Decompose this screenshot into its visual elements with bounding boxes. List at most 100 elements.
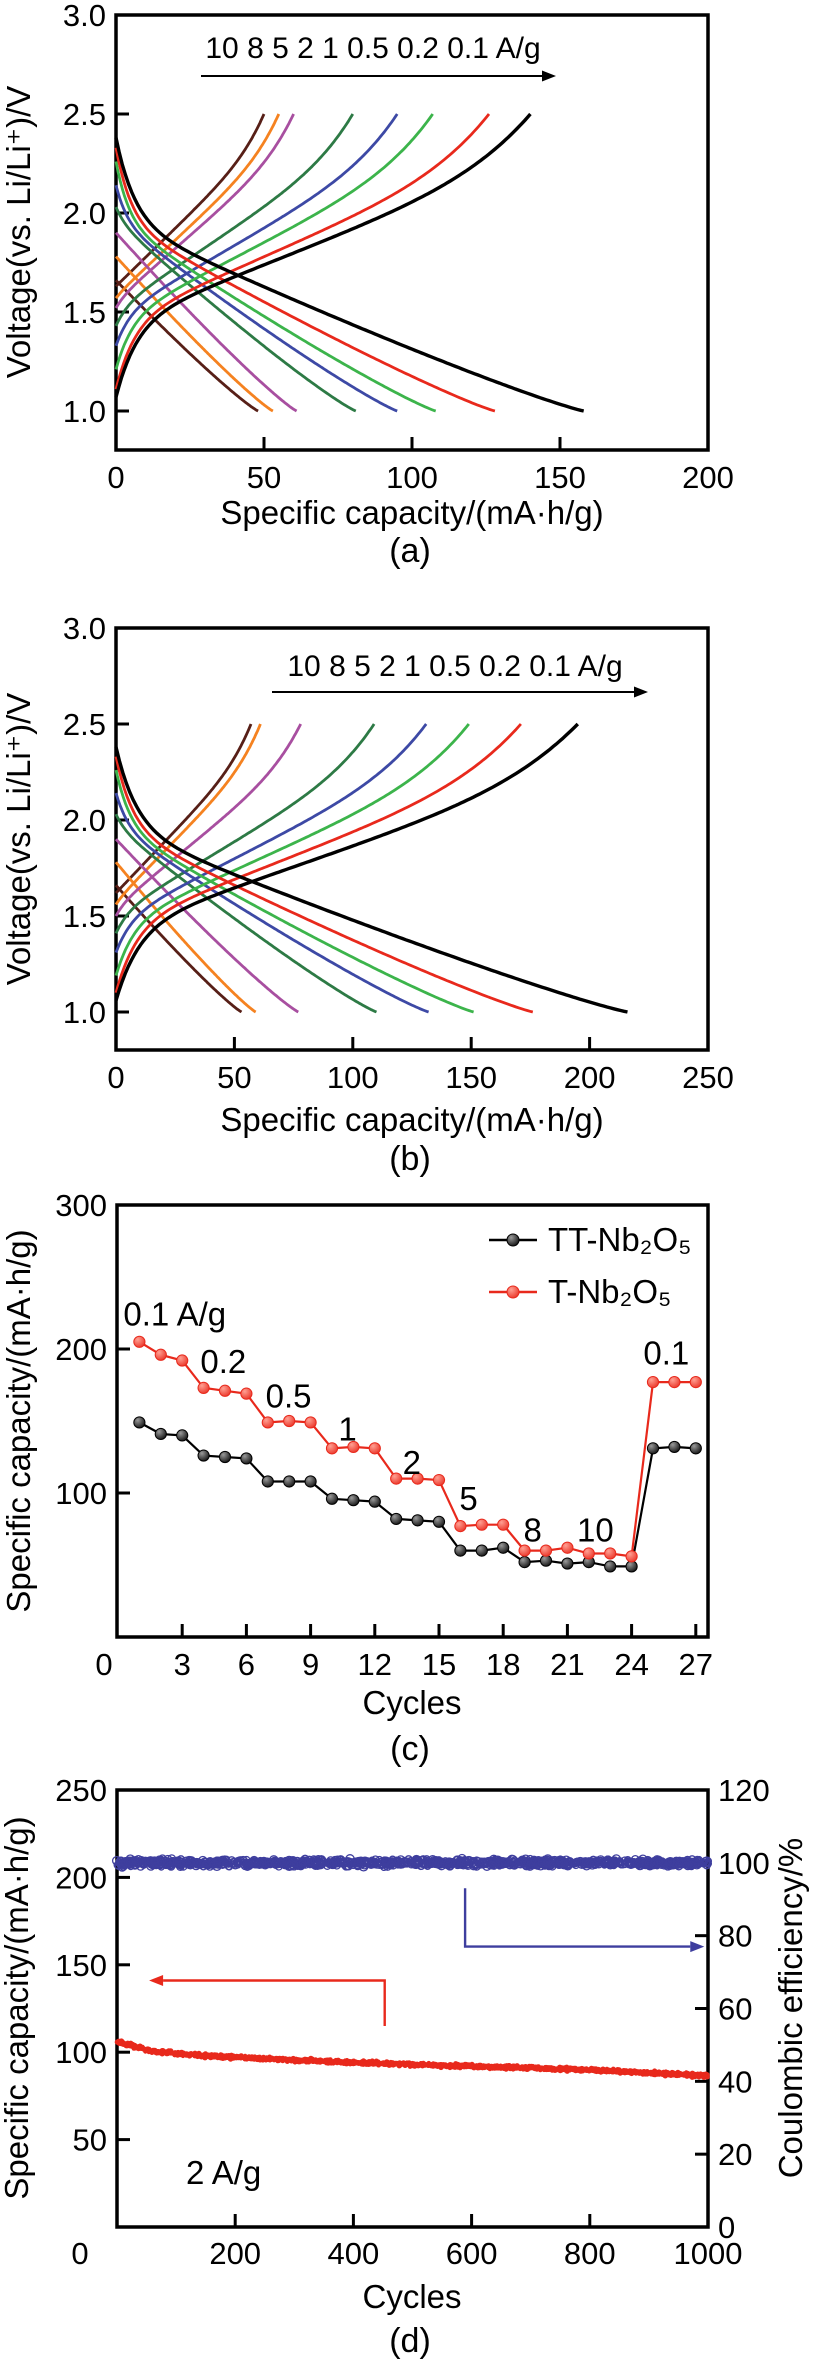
panel-c-caption: (c): [390, 1730, 430, 1768]
discharge-curve-10: [114, 279, 259, 413]
marker-tt: [154, 1427, 167, 1441]
capacity-point: [353, 2060, 358, 2066]
capacity-point: [438, 2062, 444, 2069]
marker-t: [240, 1387, 253, 1400]
legend-marker: [506, 1233, 520, 1247]
capacity-point: [664, 2070, 671, 2076]
y-tick-left-label: 250: [55, 1773, 107, 1808]
marker-t: [197, 1381, 210, 1394]
charge-curve-8: [114, 723, 262, 906]
callout-arrow-head: [149, 1975, 164, 1987]
y-tick-label: 1.0: [63, 394, 106, 429]
panel-a: 3.0 2.5 2.0 1.5 1.00 50 100 150 200 10 8 5 2 1 0…: [0, 0, 734, 570]
charge-curve-10: [114, 723, 253, 894]
panel-b-xlabel: Specific capacity/(mA·h/g): [220, 1101, 603, 1138]
efficiency-point: [477, 1859, 488, 1869]
efficiency-point: [265, 1860, 273, 1868]
marker-tt: [390, 1512, 403, 1526]
x-tick-label: 0: [71, 2236, 88, 2271]
discharge-curve-5: [114, 231, 298, 413]
discharge-curve-8: [114, 255, 274, 413]
efficiency-point: [497, 1859, 507, 1869]
x-tick-label: 150: [534, 460, 586, 495]
efficiency-point: [563, 1858, 573, 1869]
panel-d-caption: (d): [389, 2322, 431, 2360]
efficiency-point: [222, 1855, 231, 1865]
marker-t: [689, 1376, 702, 1389]
y-tick-label: 300: [55, 1188, 107, 1223]
marker-tt: [689, 1442, 702, 1455]
capacity-point: [564, 2066, 570, 2072]
capacity-point: [690, 2072, 695, 2077]
capacity-point: [456, 2064, 462, 2069]
marker-tt: [432, 1515, 446, 1528]
x-tick-label: 24: [614, 1647, 648, 1682]
marker-t: [411, 1472, 424, 1485]
charge-curve-5: [114, 113, 295, 309]
efficiency-point: [413, 1856, 423, 1867]
discharge-curve-2: [114, 813, 378, 1014]
y-tick-label: 1.5: [63, 899, 106, 934]
efficiency-point: [556, 1859, 564, 1867]
x-tick-label: 200: [209, 2236, 261, 2271]
marker-tt: [475, 1544, 488, 1557]
capacity-point: [130, 2042, 135, 2047]
charge-curve-10: [115, 113, 266, 288]
rate-step-label: 0.5: [266, 1378, 312, 1415]
marker-tt: [625, 1560, 638, 1573]
panel-d-ylabel-right: Coulombic efficiency/%: [772, 1838, 809, 2179]
y-tick-left-label: 200: [55, 1860, 107, 1895]
marker-t: [154, 1348, 167, 1361]
panel-b: 3.0 2.5 2.0 1.5 1.00 50 100 150 200 250 10 8 5 2 …: [0, 611, 734, 1178]
capacity-point: [251, 2054, 258, 2061]
rate-step-label: 10: [577, 1511, 614, 1548]
capacity-point: [401, 2061, 407, 2066]
marker-tt: [304, 1475, 317, 1488]
efficiency-point: [306, 1858, 315, 1867]
x-tick-label: 21: [550, 1647, 584, 1682]
efficiency-point: [255, 1858, 265, 1869]
capacity-point: [238, 2053, 244, 2059]
capacity-point: [467, 2062, 474, 2069]
efficiency-point: [428, 1857, 438, 1867]
capacity-point: [447, 2062, 453, 2068]
rate-arrow-head: [634, 686, 648, 698]
y-tick-right-label: 0: [718, 2210, 735, 2245]
panel-b-caption: (b): [389, 1140, 431, 1178]
efficiency-point: [395, 1859, 406, 1869]
capacity-point: [258, 2057, 263, 2062]
efficiency-point: [701, 1856, 712, 1867]
capacity-point: [178, 2050, 183, 2055]
efficiency-point: [543, 1858, 552, 1868]
x-tick-label: 1000: [674, 2236, 743, 2271]
y-tick-right-label: 40: [718, 2064, 752, 2099]
efficiency-point: [641, 1860, 649, 1867]
capacity-point: [537, 2066, 542, 2072]
efficiency-point: [586, 1860, 595, 1868]
capacity-point: [531, 2066, 536, 2071]
panel-a-rate-annotation: 10 8 5 2 1 0.5 0.2 0.1 A/g: [205, 32, 540, 65]
marker-tt: [539, 1554, 553, 1567]
marker-t: [283, 1414, 296, 1428]
capacity-point: [682, 2071, 687, 2076]
capacity-point: [273, 2057, 278, 2062]
capacity-point: [269, 2057, 274, 2062]
efficiency-point: [386, 1860, 396, 1870]
capacity-point: [347, 2061, 353, 2067]
y-tick-label: 1.5: [63, 295, 106, 330]
capacity-point: [329, 2059, 334, 2063]
efficiency-point: [310, 1856, 321, 1866]
x-tick-label: 150: [445, 1060, 497, 1095]
efficiency-point: [442, 1859, 453, 1870]
marker-tt: [283, 1475, 296, 1488]
marker-t: [454, 1520, 467, 1533]
x-tick-label: 0: [107, 1060, 124, 1095]
y-tick-left-label: 50: [73, 2123, 107, 2158]
charge-curve-1: [114, 723, 428, 954]
efficiency-point: [213, 1858, 224, 1868]
capacity-point: [587, 2069, 592, 2074]
x-tick-label: 9: [302, 1647, 319, 1682]
panel-a-ylabel: Voltage(vs. Li/Li⁺)/V: [0, 86, 37, 379]
efficiency-point: [520, 1858, 529, 1867]
